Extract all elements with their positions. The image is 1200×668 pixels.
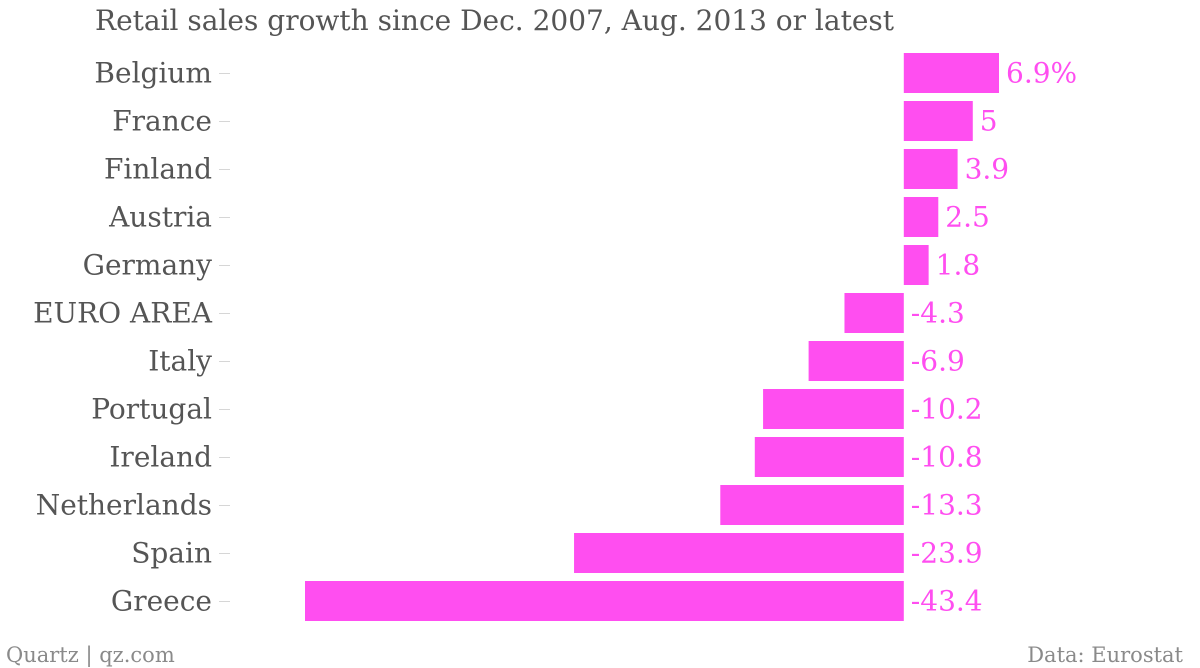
value-label: 1.8 — [936, 249, 981, 282]
bar — [903, 197, 939, 237]
category-label: EURO AREA — [33, 297, 213, 330]
category-label: Germany — [83, 249, 213, 282]
bar — [754, 437, 904, 477]
bar — [903, 53, 999, 93]
bar — [903, 149, 958, 189]
value-label: -10.8 — [911, 441, 983, 474]
category-label: Portugal — [91, 393, 212, 426]
category-label: Belgium — [94, 57, 212, 90]
footer-source-right: Data: Eurostat — [1027, 643, 1183, 667]
footer-source-left: Quartz | qz.com — [6, 643, 175, 668]
category-label: Italy — [148, 345, 212, 378]
value-label: -23.9 — [911, 537, 983, 570]
chart-title: Retail sales growth since Dec. 2007, Aug… — [95, 4, 895, 37]
category-label: Ireland — [109, 441, 212, 474]
bar — [305, 581, 904, 621]
value-label: -13.3 — [911, 489, 983, 522]
value-label: -6.9 — [911, 345, 965, 378]
category-label: France — [112, 105, 212, 138]
bar — [903, 245, 929, 285]
category-label: Netherlands — [36, 489, 212, 522]
category-label: Spain — [131, 537, 212, 570]
value-label: 5 — [980, 105, 998, 138]
value-label: -10.2 — [911, 393, 983, 426]
bars-layer: Belgium 6.9% France 5 Finland 3.9 Austria 2.5 Ge… — [33, 53, 1077, 621]
value-label: -4.3 — [911, 297, 965, 330]
bar — [808, 341, 904, 381]
category-label: Greece — [111, 585, 212, 618]
value-label: 2.5 — [945, 201, 990, 234]
bar — [574, 533, 904, 573]
bar — [763, 389, 904, 429]
category-label: Finland — [104, 153, 212, 186]
bar — [903, 101, 973, 141]
bar — [844, 293, 904, 333]
value-label: 3.9 — [965, 153, 1010, 186]
value-label: 6.9% — [1006, 57, 1077, 90]
category-label: Austria — [108, 201, 212, 234]
value-label: -43.4 — [911, 585, 983, 618]
bar — [720, 485, 904, 525]
